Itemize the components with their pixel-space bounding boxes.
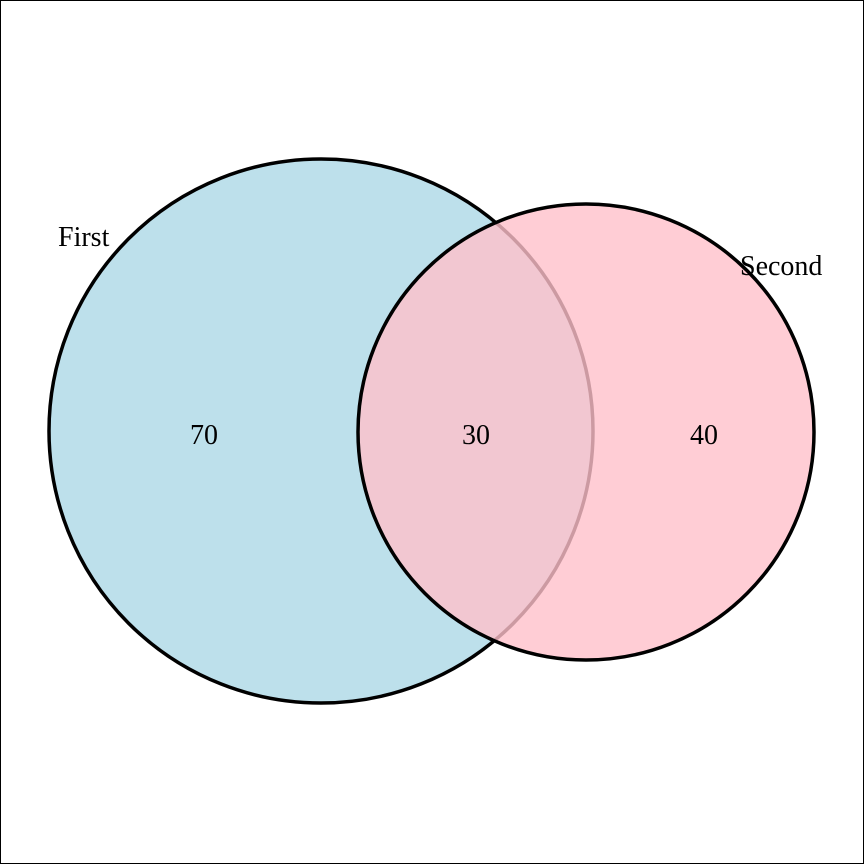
- set-first-label: First: [58, 222, 110, 253]
- set-second-label: Second: [740, 251, 822, 282]
- set-second-circle: [356, 202, 816, 662]
- first-only-count: 70: [190, 420, 218, 451]
- second-only-count: 40: [690, 420, 718, 451]
- intersection-count: 30: [462, 420, 490, 451]
